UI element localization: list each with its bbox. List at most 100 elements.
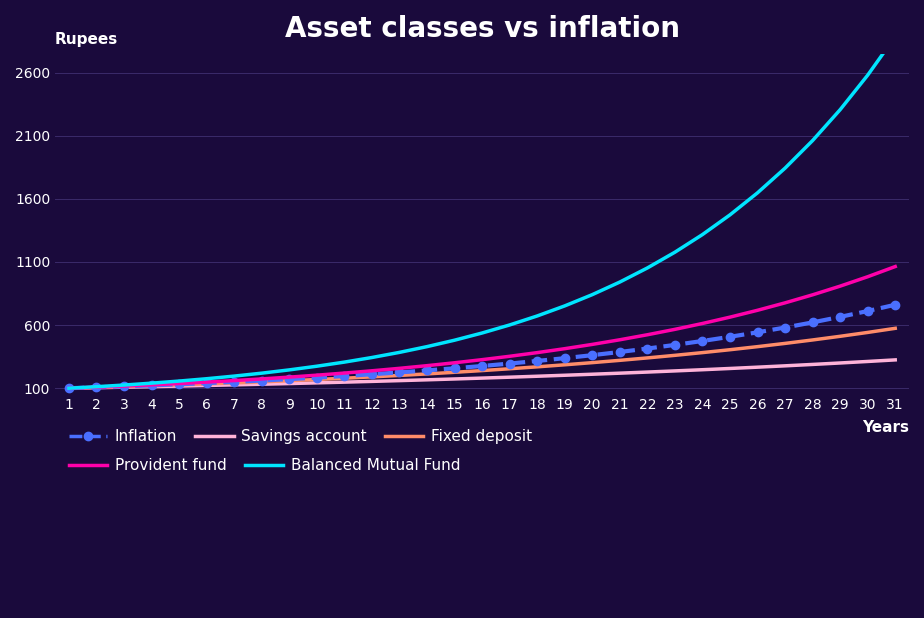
Inflation [477,362,488,370]
Savings account [366,378,377,385]
Inflation [449,365,460,372]
Provident fund [228,377,239,384]
Fixed deposit [174,381,185,389]
Provident fund [64,384,75,392]
Savings account [724,365,736,372]
Savings account [174,383,185,390]
Provident fund [146,381,157,389]
Savings account [91,384,102,391]
Savings account [559,371,570,379]
Provident fund [311,371,322,379]
Savings account [834,359,845,366]
Provident fund [697,320,708,327]
Balanced Mutual Fund [752,189,763,197]
Savings account [587,371,598,378]
Fixed deposit [146,382,157,389]
Fixed deposit [91,384,102,391]
Line: Balanced Mutual Fund: Balanced Mutual Fund [69,36,895,388]
Savings account [256,381,267,388]
Fixed deposit [642,354,653,362]
Line: Provident fund: Provident fund [69,266,895,388]
Savings account [394,377,405,384]
Balanced Mutual Fund [256,370,267,377]
Provident fund [559,345,570,352]
Balanced Mutual Fund [311,363,322,370]
Provident fund [421,362,432,370]
Fixed deposit [559,361,570,368]
Provident fund [724,313,736,321]
Inflation [587,352,598,359]
Savings account [807,361,818,368]
Balanced Mutual Fund [421,343,432,350]
Inflation [614,349,626,356]
Inflation [559,355,570,362]
Fixed deposit [669,352,680,359]
Savings account [201,382,213,389]
Balanced Mutual Fund [862,72,873,79]
Inflation [752,329,763,336]
Fixed deposit [256,378,267,386]
Fixed deposit [862,329,873,336]
Savings account [477,375,488,382]
Balanced Mutual Fund [505,321,516,329]
Provident fund [174,380,185,387]
Fixed deposit [64,384,75,392]
Provident fund [780,299,791,307]
Fixed deposit [587,359,598,366]
Inflation [366,371,377,378]
Savings account [642,368,653,376]
Inflation [228,378,239,386]
Balanced Mutual Fund [531,312,542,320]
Inflation [339,372,350,379]
Inflation [780,324,791,331]
Provident fund [642,331,653,339]
Inflation [284,375,295,383]
Inflation [642,345,653,352]
Balanced Mutual Fund [394,349,405,356]
Inflation [146,382,157,389]
Balanced Mutual Fund [339,358,350,366]
Fixed deposit [807,336,818,344]
Fixed deposit [201,380,213,387]
Fixed deposit [366,373,377,381]
Line: Fixed deposit: Fixed deposit [69,328,895,388]
Balanced Mutual Fund [780,164,791,172]
Inflation [890,301,901,308]
Savings account [64,384,75,392]
Inflation [174,381,185,388]
Fixed deposit [449,368,460,376]
Balanced Mutual Fund [587,291,598,298]
Line: Inflation: Inflation [65,300,899,392]
Balanced Mutual Fund [697,231,708,239]
Fixed deposit [505,365,516,373]
Provident fund [587,341,598,348]
Fixed deposit [228,379,239,387]
Provident fund [91,383,102,391]
Balanced Mutual Fund [228,373,239,380]
Savings account [228,381,239,389]
Balanced Mutual Fund [477,329,488,337]
Fixed deposit [834,332,845,340]
Provident fund [256,375,267,383]
Provident fund [449,359,460,366]
Fixed deposit [724,346,736,353]
Balanced Mutual Fund [366,354,377,362]
Savings account [890,356,901,363]
Fixed deposit [477,367,488,375]
Balanced Mutual Fund [669,248,680,256]
Savings account [780,362,791,370]
Inflation [505,360,516,367]
Savings account [284,380,295,387]
Savings account [311,379,322,387]
Provident fund [752,307,763,314]
Savings account [669,367,680,375]
Balanced Mutual Fund [146,379,157,387]
Balanced Mutual Fund [724,211,736,219]
Title: Asset classes vs inflation: Asset classes vs inflation [285,15,679,43]
Fixed deposit [339,375,350,382]
Balanced Mutual Fund [449,336,460,344]
Provident fund [366,367,377,375]
Provident fund [284,373,295,381]
Inflation [531,357,542,365]
Balanced Mutual Fund [64,384,75,392]
